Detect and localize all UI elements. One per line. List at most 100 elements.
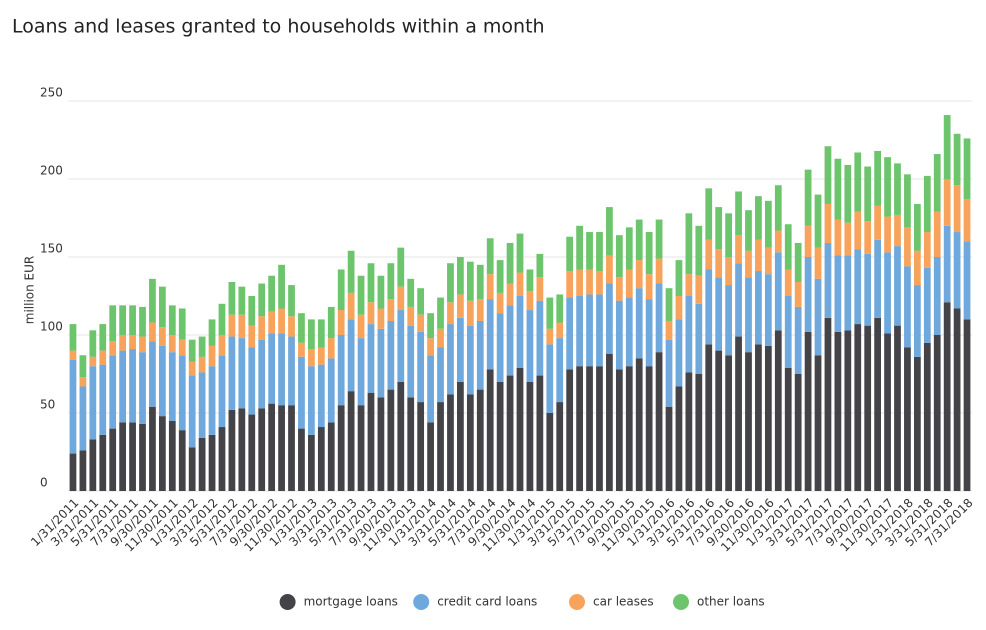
bar-segment bbox=[317, 319, 325, 348]
bar-segment bbox=[457, 381, 464, 491]
bar-segment bbox=[814, 194, 822, 248]
bar-segment bbox=[844, 222, 852, 256]
bar-segment bbox=[188, 339, 196, 362]
legend-marker bbox=[279, 594, 296, 610]
bar-segment bbox=[119, 350, 127, 423]
bar-segment bbox=[755, 239, 762, 272]
bar-segment bbox=[288, 285, 295, 317]
bar-segment bbox=[814, 247, 822, 279]
bar-segment bbox=[635, 288, 643, 359]
bar-segment bbox=[457, 317, 464, 382]
bar-segment bbox=[387, 299, 395, 321]
bar-segment bbox=[139, 306, 146, 337]
bar-segment bbox=[119, 335, 127, 351]
bar-segment bbox=[377, 275, 385, 309]
bar-segment bbox=[437, 297, 444, 329]
bar-segment bbox=[298, 356, 305, 429]
bar-segment bbox=[755, 344, 762, 491]
bar-segment bbox=[675, 319, 683, 387]
bar-segment bbox=[864, 221, 872, 254]
bar-segment bbox=[248, 347, 256, 415]
bar-segment bbox=[158, 327, 166, 346]
bar-segment bbox=[566, 236, 574, 272]
bar-segment bbox=[854, 211, 862, 250]
bar-segment bbox=[864, 166, 872, 222]
bar-segment bbox=[834, 255, 842, 332]
bar-segment bbox=[606, 207, 613, 256]
bar-segment bbox=[556, 294, 564, 323]
bar-segment bbox=[705, 188, 713, 240]
bar-segment bbox=[69, 359, 77, 454]
bar-segment bbox=[298, 313, 305, 343]
bar-segment bbox=[685, 296, 693, 373]
bar-segment bbox=[466, 325, 474, 395]
bar-segment bbox=[516, 272, 524, 296]
bar-segment bbox=[407, 278, 415, 307]
bar-segment bbox=[755, 271, 762, 345]
bar-segment bbox=[804, 257, 812, 332]
bar-segment bbox=[288, 336, 295, 406]
bar-segment bbox=[198, 372, 206, 438]
bar-segment bbox=[536, 253, 544, 278]
bar-segment bbox=[963, 199, 971, 242]
bar-segment bbox=[248, 325, 256, 348]
bar-segment bbox=[685, 213, 693, 275]
bar-segment bbox=[814, 355, 822, 491]
bar-segment bbox=[923, 175, 931, 233]
bar-segment bbox=[725, 285, 732, 356]
bar-segment bbox=[417, 402, 425, 491]
bar-segment bbox=[804, 331, 812, 491]
y-tick-label: 50 bbox=[40, 398, 55, 412]
bar-segment bbox=[397, 247, 405, 287]
bar-segment bbox=[139, 423, 146, 491]
bar-segment bbox=[337, 405, 345, 491]
bar-segment bbox=[645, 232, 653, 275]
bar-segment bbox=[308, 349, 315, 367]
bar-segment bbox=[268, 333, 276, 404]
bar-segment bbox=[784, 269, 792, 296]
bar-segment bbox=[933, 335, 941, 491]
bar-segment bbox=[149, 278, 156, 323]
bar-segment bbox=[844, 330, 852, 491]
bar-segment bbox=[615, 369, 623, 491]
bar-segment bbox=[129, 335, 136, 350]
bar-segment bbox=[596, 232, 603, 272]
bar-segment bbox=[904, 174, 911, 228]
bar-segment bbox=[784, 224, 792, 270]
bar-segment bbox=[546, 344, 554, 413]
bar-segment bbox=[337, 310, 345, 335]
bar-segment bbox=[596, 271, 603, 295]
bar-segment bbox=[417, 314, 425, 332]
bar-segment bbox=[198, 336, 206, 357]
legend-label: mortgage loans bbox=[304, 595, 398, 609]
bar-segment bbox=[476, 264, 484, 300]
bar-segment bbox=[615, 235, 623, 278]
bar-segment bbox=[208, 434, 216, 491]
bar-segment bbox=[79, 450, 87, 491]
bar-segment bbox=[506, 375, 514, 491]
bar-segment bbox=[566, 271, 574, 298]
bar-segment bbox=[79, 355, 87, 378]
bar-segment bbox=[695, 303, 703, 374]
bar-segment bbox=[168, 305, 176, 335]
bar-segment bbox=[735, 263, 742, 337]
bar-segment bbox=[695, 374, 703, 491]
bar-segment bbox=[367, 302, 375, 325]
bar-segment bbox=[645, 274, 653, 300]
legend-marker bbox=[413, 594, 430, 610]
bar-segment bbox=[794, 374, 802, 491]
bar-segment bbox=[606, 255, 613, 284]
bar-segment bbox=[466, 300, 474, 326]
bar-segment bbox=[943, 115, 951, 179]
bar-segment bbox=[755, 196, 762, 240]
bar-segment bbox=[556, 338, 564, 403]
bar-segment bbox=[258, 316, 266, 340]
bar-segment bbox=[139, 352, 146, 424]
bar-segment bbox=[158, 416, 166, 491]
bar-segment bbox=[894, 214, 901, 247]
bar-segment bbox=[546, 297, 554, 329]
bar-segment bbox=[615, 277, 623, 301]
bar-segment bbox=[516, 367, 524, 491]
bar-segment bbox=[407, 325, 415, 398]
bar-segment bbox=[953, 185, 961, 233]
